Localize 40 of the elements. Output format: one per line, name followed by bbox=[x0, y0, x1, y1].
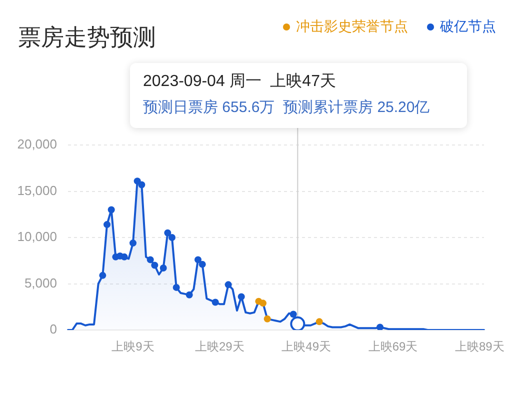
point bbox=[194, 256, 202, 264]
text: 预测日票房 655.6万 预测累计票房 25.20亿 bbox=[143, 98, 430, 118]
x-tick-label: 上映89天 bbox=[454, 340, 504, 354]
point bbox=[198, 260, 206, 268]
point bbox=[290, 310, 297, 318]
text: 2023-09-04 周一 上映47天 bbox=[143, 72, 336, 92]
point bbox=[376, 324, 384, 330]
x-tick-label: 上映9天 bbox=[112, 340, 154, 354]
point bbox=[264, 315, 271, 322]
point bbox=[108, 206, 115, 214]
point bbox=[238, 293, 245, 300]
y-tick-label: 15,000 bbox=[17, 182, 57, 198]
point bbox=[160, 264, 167, 272]
y-tick-label: 10,000 bbox=[17, 229, 57, 244]
point bbox=[186, 291, 193, 298]
point bbox=[104, 221, 110, 228]
point bbox=[146, 256, 154, 264]
y-tick-label: 20,000 bbox=[17, 136, 57, 152]
point bbox=[168, 234, 176, 241]
y-tick-label: 0 bbox=[50, 322, 57, 337]
point bbox=[99, 272, 106, 279]
point bbox=[316, 318, 323, 326]
point bbox=[120, 253, 128, 260]
x-tick-label: 上映49天 bbox=[282, 340, 332, 354]
point bbox=[260, 300, 266, 307]
x-tick-label: 上映69天 bbox=[368, 340, 418, 354]
point bbox=[138, 181, 146, 188]
point bbox=[212, 298, 219, 306]
legend-label: 破亿节点 bbox=[439, 18, 496, 34]
point bbox=[224, 281, 232, 288]
point bbox=[130, 240, 136, 247]
point bbox=[164, 229, 172, 236]
point bbox=[290, 316, 306, 330]
point bbox=[151, 262, 158, 269]
point bbox=[134, 178, 141, 185]
chart-title: 票房走势预测 bbox=[18, 23, 156, 52]
legend-label: 冲击影史荣誉节点 bbox=[296, 18, 408, 34]
x-tick-label: 上映29天 bbox=[194, 340, 244, 354]
y-tick-label: 5,000 bbox=[24, 275, 57, 290]
point bbox=[172, 284, 180, 291]
